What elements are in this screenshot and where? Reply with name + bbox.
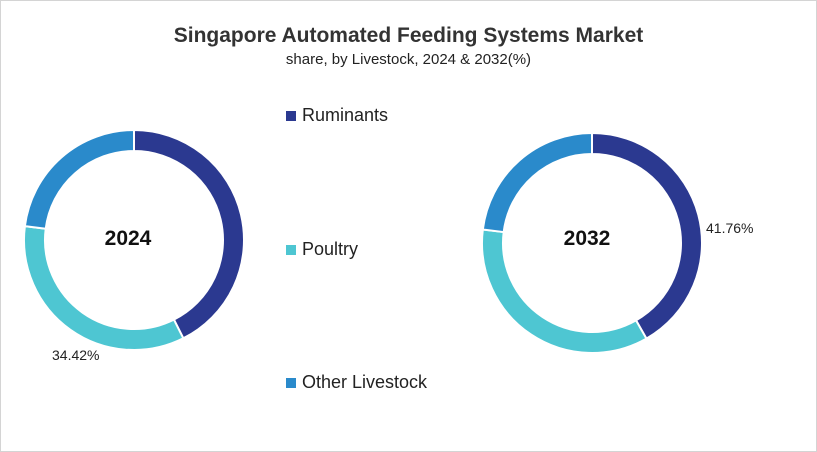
chart-title: Singapore Automated Feeding Systems Mark…: [173, 24, 644, 47]
legend-label-ruminants: Ruminants: [302, 105, 389, 125]
data-label-2032-ruminants: 41.76%: [706, 220, 754, 236]
legend-label-other-livestock: Other Livestock: [302, 372, 428, 392]
donut-slice-2024-other-livestock: [23, 128, 135, 230]
donut-center-label-2024: 2024: [104, 227, 152, 250]
chart-subtitle: share, by Livestock, 2024 & 2032(%): [285, 51, 532, 68]
legend-item-other-livestock: Other Livestock: [286, 372, 427, 393]
legend-swatch-poultry: [286, 244, 296, 255]
data-label-2024-poultry: 34.42%: [52, 347, 100, 363]
donut-center-label-2032: 2032: [563, 227, 611, 250]
legend-item-ruminants: Ruminants: [286, 105, 388, 126]
legend-swatch-other-livestock: [286, 377, 296, 388]
legend-item-poultry: Poultry: [286, 239, 358, 260]
donut-slice-2032-other-livestock: [481, 131, 593, 234]
legend-swatch-ruminants: [286, 110, 296, 121]
legend-label-poultry: Poultry: [302, 239, 359, 259]
